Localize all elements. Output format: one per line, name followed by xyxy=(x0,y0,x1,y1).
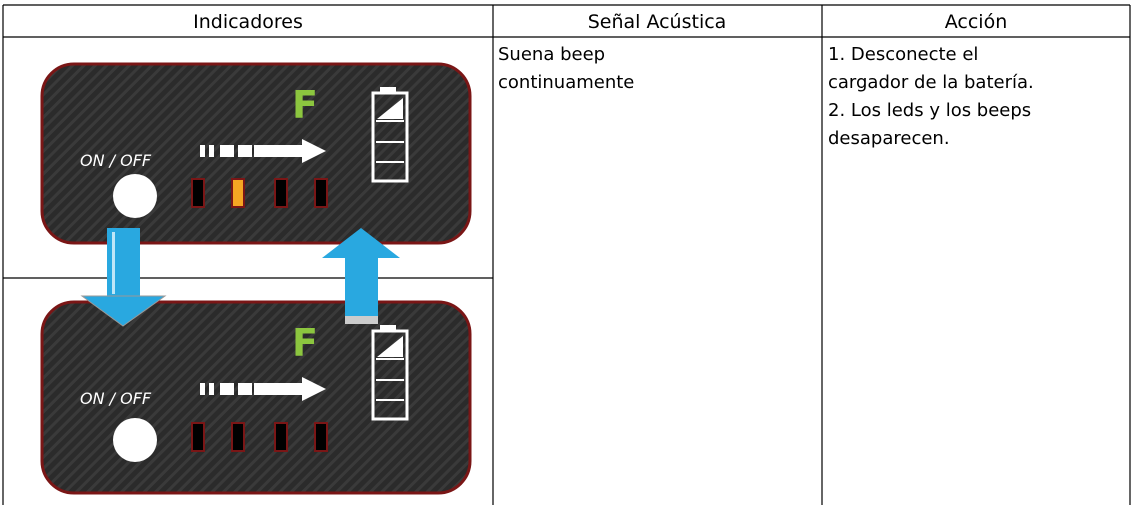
led-panel: F ON / OFF xyxy=(40,300,472,495)
table-grid xyxy=(2,4,1131,505)
signal-text: continuamente xyxy=(498,72,634,93)
led xyxy=(191,178,205,208)
arrow-dash xyxy=(238,145,252,157)
header-cell: Indicadores xyxy=(193,11,303,33)
header-cell: Acción xyxy=(945,11,1008,33)
led-panel: F ON / OFF xyxy=(40,62,472,245)
battery-level xyxy=(377,98,403,119)
led xyxy=(191,422,205,452)
arrow-shaft xyxy=(254,383,306,395)
arrow-dash xyxy=(200,383,205,395)
action-text: cargador de la batería. xyxy=(828,72,1034,93)
battery-body xyxy=(371,329,409,421)
switch-label: ON / OFF xyxy=(80,389,152,408)
action-text: 1. Desconecte el xyxy=(828,44,978,65)
arrow-shaft xyxy=(254,145,306,157)
led xyxy=(231,178,245,208)
battery-cap xyxy=(380,325,396,331)
full-label: F xyxy=(292,321,318,365)
led xyxy=(314,422,328,452)
power-button xyxy=(113,174,157,218)
arrow-dash xyxy=(200,145,205,157)
indicator-panels: F ON / OFF F ON / OFF xyxy=(40,62,472,495)
led xyxy=(274,422,288,452)
full-label: F xyxy=(292,83,318,127)
battery-level xyxy=(377,336,403,357)
action-text: 2. Los leds y los beeps xyxy=(828,100,1031,121)
led xyxy=(314,178,328,208)
arrow-head xyxy=(302,377,326,401)
arrow-dash xyxy=(220,145,234,157)
power-button xyxy=(113,418,157,462)
arrow-dash xyxy=(209,145,214,157)
led xyxy=(274,178,288,208)
arrow-dash xyxy=(238,383,252,395)
signal-text: Suena beep xyxy=(498,44,605,65)
transition-arrows xyxy=(80,228,400,327)
switch-label: ON / OFF xyxy=(80,151,152,170)
battery-cap xyxy=(380,87,396,93)
battery-body xyxy=(371,91,409,183)
led xyxy=(231,422,245,452)
arrow-dash xyxy=(220,383,234,395)
header-cell: Señal Acústica xyxy=(588,11,727,33)
arrow-dash xyxy=(209,383,214,395)
arrow-head xyxy=(302,139,326,163)
action-text: desaparecen. xyxy=(828,128,950,149)
